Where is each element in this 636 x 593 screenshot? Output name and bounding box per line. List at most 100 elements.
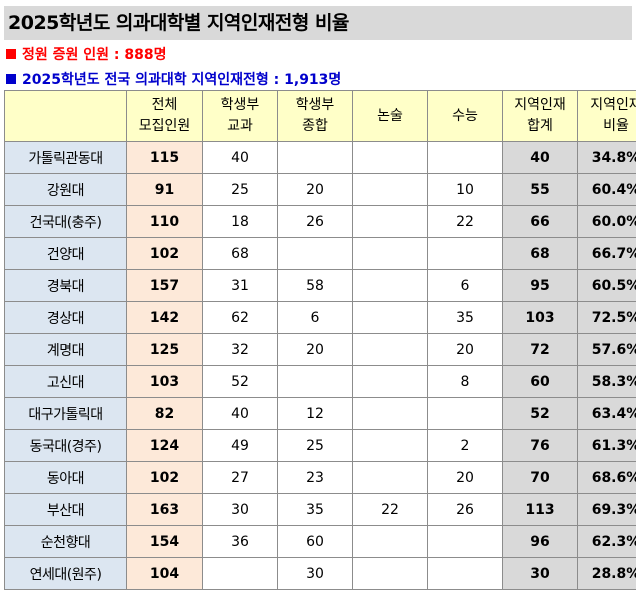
essay-cell <box>353 238 428 270</box>
comprehensive-cell: 35 <box>278 494 353 526</box>
csat-cell <box>428 558 503 590</box>
regional-sum-cell: 30 <box>503 558 578 590</box>
grade-cell: 25 <box>203 174 278 206</box>
university-cell: 동아대 <box>5 462 127 494</box>
total-cell: 102 <box>127 462 203 494</box>
csat-cell: 6 <box>428 270 503 302</box>
csat-cell: 26 <box>428 494 503 526</box>
header-regional-ratio: 지역인재비율 <box>578 91 636 142</box>
total-cell: 142 <box>127 302 203 334</box>
csat-cell <box>428 398 503 430</box>
table-row: 가톨릭관동대 115 40 40 34.8% <box>5 142 636 174</box>
university-cell: 경북대 <box>5 270 127 302</box>
regional-sum-cell: 95 <box>503 270 578 302</box>
table-row: 건양대 102 68 68 66.7% <box>5 238 636 270</box>
university-cell: 경상대 <box>5 302 127 334</box>
total-cell: 104 <box>127 558 203 590</box>
regional-ratio-cell: 68.6% <box>578 462 636 494</box>
table-row: 대구가톨릭대 82 40 12 52 63.4% <box>5 398 636 430</box>
university-cell: 강원대 <box>5 174 127 206</box>
comprehensive-cell: 30 <box>278 558 353 590</box>
csat-cell: 2 <box>428 430 503 462</box>
comprehensive-cell <box>278 366 353 398</box>
university-cell: 건양대 <box>5 238 127 270</box>
csat-cell <box>428 142 503 174</box>
grade-cell: 32 <box>203 334 278 366</box>
table-row: 계명대 125 32 20 20 72 57.6% <box>5 334 636 366</box>
table-row: 동아대 102 27 23 20 70 68.6% <box>5 462 636 494</box>
essay-cell <box>353 334 428 366</box>
csat-cell: 20 <box>428 334 503 366</box>
comprehensive-cell <box>278 238 353 270</box>
grade-cell: 40 <box>203 398 278 430</box>
regional-ratio-cell: 66.7% <box>578 238 636 270</box>
page-title: 2025학년도 의과대학별 지역인재전형 비율 <box>4 6 632 40</box>
comprehensive-cell: 58 <box>278 270 353 302</box>
total-cell: 102 <box>127 238 203 270</box>
regional-sum-cell: 60 <box>503 366 578 398</box>
university-cell: 건국대(충주) <box>5 206 127 238</box>
comprehensive-cell: 12 <box>278 398 353 430</box>
header-regional-sum: 지역인재 합계 <box>503 91 578 142</box>
csat-cell <box>428 238 503 270</box>
regional-sum-cell: 103 <box>503 302 578 334</box>
comprehensive-cell: 6 <box>278 302 353 334</box>
essay-cell <box>353 206 428 238</box>
essay-cell <box>353 430 428 462</box>
table-row: 경상대 142 62 6 35 103 72.5% <box>5 302 636 334</box>
regional-sum-cell: 40 <box>503 142 578 174</box>
regional-ratio-cell: 69.3% <box>578 494 636 526</box>
regional-sum-cell: 66 <box>503 206 578 238</box>
regional-ratio-cell: 60.5% <box>578 270 636 302</box>
regional-sum-cell: 72 <box>503 334 578 366</box>
grade-cell: 62 <box>203 302 278 334</box>
quota-increase-note: 정원 증원 인원 : 888명 <box>6 44 166 64</box>
grade-cell: 36 <box>203 526 278 558</box>
comprehensive-cell <box>278 142 353 174</box>
table-row: 건국대(충주) 110 18 26 22 66 60.0% <box>5 206 636 238</box>
university-cell: 대구가톨릭대 <box>5 398 127 430</box>
essay-cell <box>353 174 428 206</box>
total-cell: 124 <box>127 430 203 462</box>
essay-cell <box>353 558 428 590</box>
table-row: 부산대 163 30 35 22 26 113 69.3% <box>5 494 636 526</box>
regional-total-note: 2025학년도 전국 의과대학 지역인재전형 : 1,913명 <box>6 69 341 89</box>
blue-square-icon <box>6 74 16 84</box>
csat-cell: 20 <box>428 462 503 494</box>
csat-cell: 8 <box>428 366 503 398</box>
essay-cell <box>353 462 428 494</box>
university-cell: 고신대 <box>5 366 127 398</box>
comprehensive-cell: 20 <box>278 174 353 206</box>
regional-sum-cell: 113 <box>503 494 578 526</box>
table-row: 연세대(원주) 104 30 30 28.8% <box>5 558 636 590</box>
regional-sum-cell: 68 <box>503 238 578 270</box>
essay-cell <box>353 142 428 174</box>
total-cell: 157 <box>127 270 203 302</box>
grade-cell: 27 <box>203 462 278 494</box>
header-student-record-grade: 학생부 교과 <box>203 91 278 142</box>
regional-sum-cell: 96 <box>503 526 578 558</box>
regional-sum-cell: 52 <box>503 398 578 430</box>
regional-ratio-cell: 34.8% <box>578 142 636 174</box>
grade-cell: 31 <box>203 270 278 302</box>
university-cell: 부산대 <box>5 494 127 526</box>
total-cell: 125 <box>127 334 203 366</box>
grade-cell: 40 <box>203 142 278 174</box>
header-university <box>5 91 127 142</box>
regional-ratio-cell: 58.3% <box>578 366 636 398</box>
regional-sum-cell: 76 <box>503 430 578 462</box>
total-cell: 163 <box>127 494 203 526</box>
university-cell: 동국대(경주) <box>5 430 127 462</box>
total-cell: 91 <box>127 174 203 206</box>
comprehensive-cell: 23 <box>278 462 353 494</box>
grade-cell: 68 <box>203 238 278 270</box>
csat-cell: 10 <box>428 174 503 206</box>
essay-cell <box>353 526 428 558</box>
university-cell: 계명대 <box>5 334 127 366</box>
regional-ratio-cell: 60.4% <box>578 174 636 206</box>
grade-cell: 18 <box>203 206 278 238</box>
grade-cell: 30 <box>203 494 278 526</box>
essay-cell <box>353 398 428 430</box>
